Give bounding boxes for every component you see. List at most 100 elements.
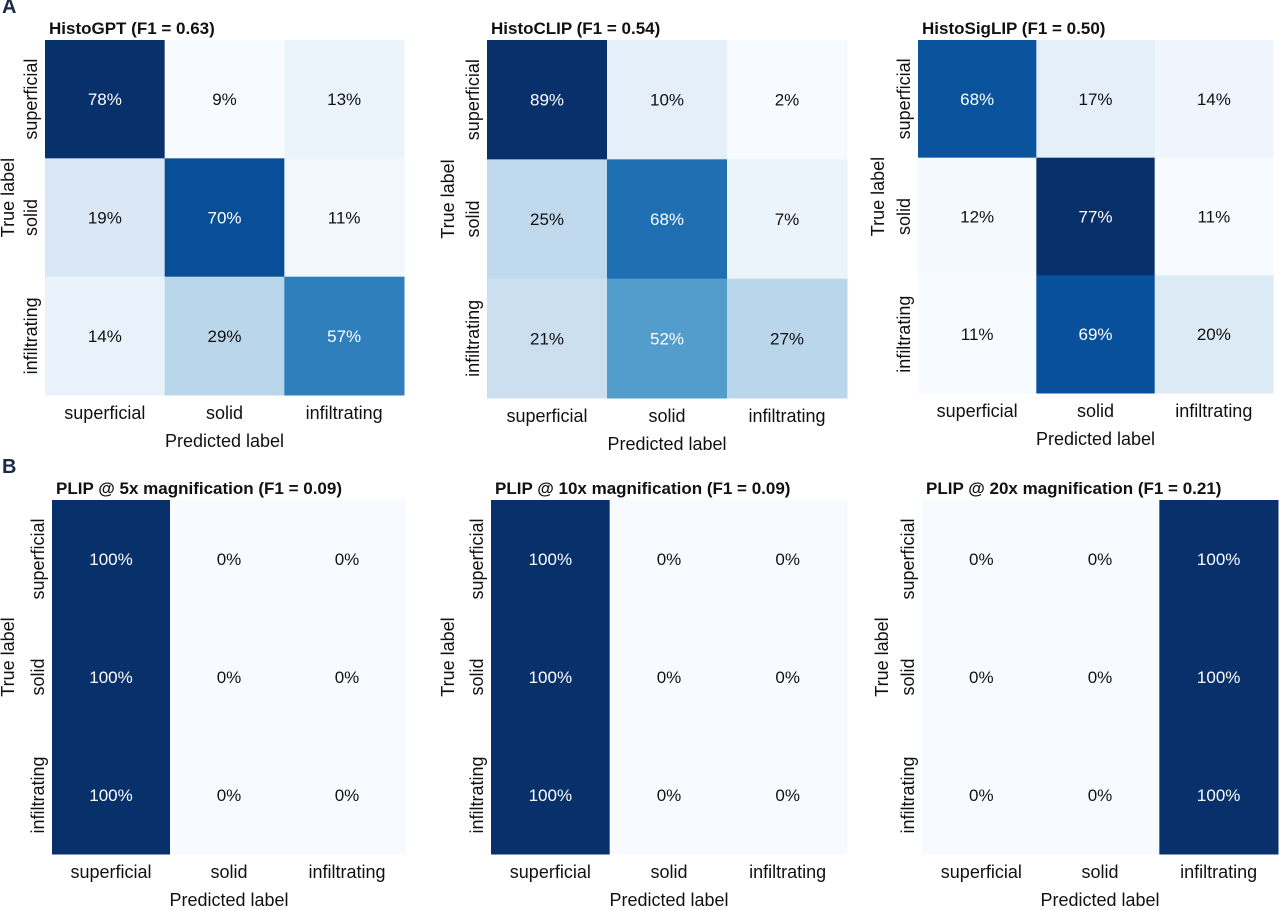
confusion-matrix-3: HistoSigLIP (F1 = 0.50) 68% 17% 14% 12% 77% 11…	[868, 19, 1274, 449]
cell-value-label: 21%	[530, 329, 564, 348]
confusion-matrix-2: HistoCLIP (F1 = 0.54) 89% 10% 2% 25% 68% 7% 21%…	[438, 19, 848, 454]
x-axis-label: Predicted label	[607, 434, 726, 454]
heatmap-cell	[607, 40, 728, 160]
heatmap-cell	[487, 40, 608, 160]
cell-value-label: 0%	[775, 786, 800, 805]
y-tick-label: superficial	[21, 59, 41, 140]
x-axis-label: Predicted label	[169, 890, 288, 910]
heatmap-cell	[170, 618, 289, 737]
y-tick-label: infiltrating	[467, 756, 487, 833]
heatmap-cell	[922, 736, 1042, 855]
heatmap-cell	[1159, 500, 1279, 619]
cell-value-label: 0%	[775, 668, 800, 687]
y-tick-label: solid	[467, 658, 487, 695]
cell-value-label: 0%	[335, 786, 360, 805]
heatmap-cell	[607, 159, 728, 280]
heatmap-cell	[164, 40, 285, 159]
heatmap-cell	[1159, 736, 1279, 855]
heatmap-cell	[491, 500, 611, 619]
x-tick-label: solid	[650, 862, 687, 882]
heatmap-cell	[52, 618, 171, 737]
cell-value-label: 78%	[88, 90, 122, 109]
cell-value-label: 68%	[650, 210, 684, 229]
heatmap-cell	[284, 158, 405, 278]
heatmap-cell	[45, 158, 166, 278]
cell-value-label: 100%	[529, 786, 572, 805]
heatmap-cell	[1036, 40, 1156, 159]
heatmap-cell	[487, 278, 608, 399]
heatmap-cell	[1040, 736, 1160, 855]
cell-value-label: 0%	[335, 668, 360, 687]
cell-value-label: 0%	[217, 668, 242, 687]
heatmap-cell	[491, 736, 611, 855]
cell-value-label: 13%	[327, 90, 361, 109]
heatmap-cell	[164, 276, 285, 396]
y-tick-label: solid	[894, 198, 914, 235]
x-tick-label: infiltrating	[306, 403, 383, 423]
cell-value-label: 100%	[89, 550, 132, 569]
heatmap-cell	[1040, 618, 1160, 737]
cell-value-label: 0%	[775, 550, 800, 569]
heatmap-cell	[728, 618, 848, 737]
chart-title: HistoGPT (F1 = 0.63)	[49, 19, 215, 38]
heatmap-cell	[164, 158, 285, 278]
heatmap-cell	[609, 618, 729, 737]
chart-title: PLIP @ 10x magnification (F1 = 0.09)	[495, 479, 790, 498]
cell-value-label: 0%	[969, 786, 994, 805]
y-tick-label: infiltrating	[898, 756, 918, 833]
heatmap-cell	[727, 159, 848, 280]
cell-value-label: 70%	[207, 209, 241, 228]
heatmap-cell	[922, 618, 1042, 737]
heatmap-cell	[45, 276, 166, 396]
cell-value-label: 69%	[1078, 325, 1112, 344]
x-axis-label: Predicted label	[609, 890, 728, 910]
x-tick-label: superficial	[941, 862, 1022, 882]
cell-value-label: 0%	[969, 550, 994, 569]
x-axis-label: Predicted label	[1036, 429, 1155, 449]
x-tick-label: infiltrating	[1175, 401, 1252, 421]
cell-value-label: 7%	[775, 210, 800, 229]
x-tick-label: superficial	[510, 862, 591, 882]
y-tick-label: superficial	[463, 59, 483, 140]
cell-value-label: 100%	[89, 668, 132, 687]
panel-label-b: B	[2, 456, 17, 478]
heatmap-cell	[284, 40, 405, 159]
cell-value-label: 17%	[1078, 90, 1112, 109]
cell-value-label: 100%	[1197, 550, 1240, 569]
y-tick-label: infiltrating	[463, 300, 483, 377]
heatmap-cell	[288, 500, 407, 619]
confusion-matrix-5: PLIP @ 10x magnification (F1 = 0.09) 100%…	[438, 479, 848, 910]
x-tick-label: solid	[1081, 862, 1118, 882]
x-tick-label: solid	[206, 403, 243, 423]
x-tick-label: infiltrating	[1180, 862, 1257, 882]
heatmap-cell	[1159, 618, 1279, 737]
heatmap-cell	[52, 736, 171, 855]
x-tick-label: infiltrating	[748, 406, 825, 426]
y-tick-label: superficial	[898, 518, 918, 599]
cell-value-label: 11%	[1197, 208, 1230, 227]
y-tick-label: solid	[28, 658, 48, 695]
cell-value-label: 12%	[960, 208, 994, 227]
cell-value-label: 27%	[770, 329, 804, 348]
panel-label-a: A	[2, 0, 17, 18]
cell-value-label: 0%	[657, 668, 682, 687]
chart-title: PLIP @ 5x magnification (F1 = 0.09)	[56, 479, 342, 498]
confusion-matrix-6: PLIP @ 20x magnification (F1 = 0.21) 0% 0%…	[872, 479, 1279, 910]
cell-value-label: 0%	[1088, 668, 1113, 687]
x-tick-label: superficial	[937, 401, 1018, 421]
cell-value-label: 52%	[650, 329, 684, 348]
y-axis-label: True label	[438, 159, 458, 238]
y-axis-label: True label	[868, 157, 888, 236]
cell-value-label: 14%	[1197, 90, 1231, 109]
cell-value-label: 10%	[650, 91, 684, 110]
x-tick-label: infiltrating	[749, 862, 826, 882]
heatmap-cell	[607, 278, 728, 399]
cell-value-label: 57%	[327, 327, 361, 346]
heatmap-cell	[1036, 275, 1156, 394]
heatmap-cell	[1154, 157, 1274, 276]
heatmap-cell	[1040, 500, 1160, 619]
x-tick-label: solid	[1077, 401, 1114, 421]
y-axis-label: True label	[438, 617, 458, 696]
cell-value-label: 100%	[1197, 786, 1240, 805]
